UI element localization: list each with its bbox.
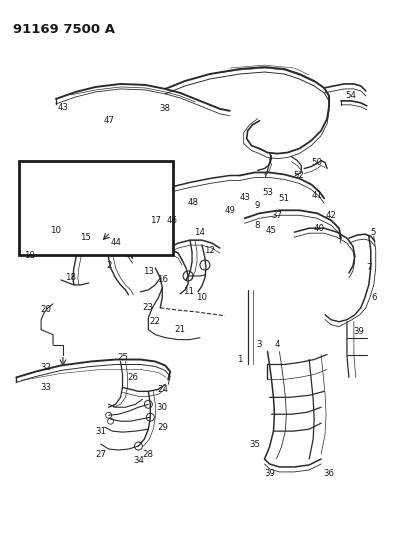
Text: 1: 1 — [237, 355, 242, 364]
Text: 11: 11 — [182, 287, 193, 296]
Text: 53: 53 — [262, 188, 273, 197]
Text: 22: 22 — [150, 317, 161, 326]
Text: 44: 44 — [110, 238, 121, 247]
Text: 8: 8 — [255, 221, 260, 230]
Text: 27: 27 — [95, 449, 106, 458]
Bar — [19, 160, 173, 255]
Text: 5: 5 — [370, 228, 375, 237]
Text: 2: 2 — [106, 261, 112, 270]
Text: 10: 10 — [50, 225, 61, 235]
Text: 48: 48 — [188, 198, 199, 207]
Text: 25: 25 — [117, 353, 128, 362]
Text: 3: 3 — [257, 340, 262, 349]
Text: 35: 35 — [249, 440, 260, 449]
Text: 23: 23 — [143, 303, 154, 312]
Text: 39: 39 — [353, 327, 364, 336]
Text: 16: 16 — [157, 276, 168, 285]
Text: 46: 46 — [167, 216, 178, 225]
Text: 31: 31 — [95, 426, 106, 435]
Text: 51: 51 — [279, 194, 290, 203]
Text: 7: 7 — [366, 263, 372, 272]
Text: 52: 52 — [294, 171, 305, 180]
Text: 24: 24 — [158, 385, 169, 394]
Text: 54: 54 — [346, 91, 357, 100]
Text: 4: 4 — [275, 340, 280, 349]
Text: 13: 13 — [143, 268, 154, 277]
Text: 19: 19 — [24, 251, 35, 260]
Text: 43: 43 — [58, 103, 69, 112]
Text: 29: 29 — [158, 423, 169, 432]
Text: 6: 6 — [371, 293, 377, 302]
Text: 26: 26 — [127, 373, 138, 382]
Text: 15: 15 — [80, 232, 91, 241]
Text: 43: 43 — [239, 193, 250, 202]
Text: 10: 10 — [197, 293, 208, 302]
Text: 47: 47 — [103, 116, 114, 125]
Text: 34: 34 — [133, 456, 144, 465]
Text: 18: 18 — [65, 273, 76, 282]
Text: 40: 40 — [314, 224, 325, 233]
Text: 38: 38 — [160, 104, 171, 114]
Text: 12: 12 — [204, 246, 216, 255]
Text: 30: 30 — [157, 403, 168, 412]
Text: 32: 32 — [41, 363, 52, 372]
Text: 36: 36 — [323, 470, 335, 479]
Text: 50: 50 — [312, 158, 323, 167]
Text: 37: 37 — [271, 211, 282, 220]
Text: 28: 28 — [143, 449, 154, 458]
Text: 49: 49 — [224, 206, 235, 215]
Text: 20: 20 — [41, 305, 52, 314]
Text: 17: 17 — [150, 216, 161, 225]
Text: 33: 33 — [41, 383, 52, 392]
Text: 42: 42 — [325, 211, 336, 220]
Text: 14: 14 — [195, 228, 206, 237]
Text: 21: 21 — [175, 325, 186, 334]
Text: 45: 45 — [266, 225, 277, 235]
Text: 39: 39 — [264, 470, 275, 479]
Text: 9: 9 — [255, 201, 260, 210]
Text: 91169 7500 A: 91169 7500 A — [13, 23, 115, 36]
Text: 41: 41 — [312, 191, 323, 200]
